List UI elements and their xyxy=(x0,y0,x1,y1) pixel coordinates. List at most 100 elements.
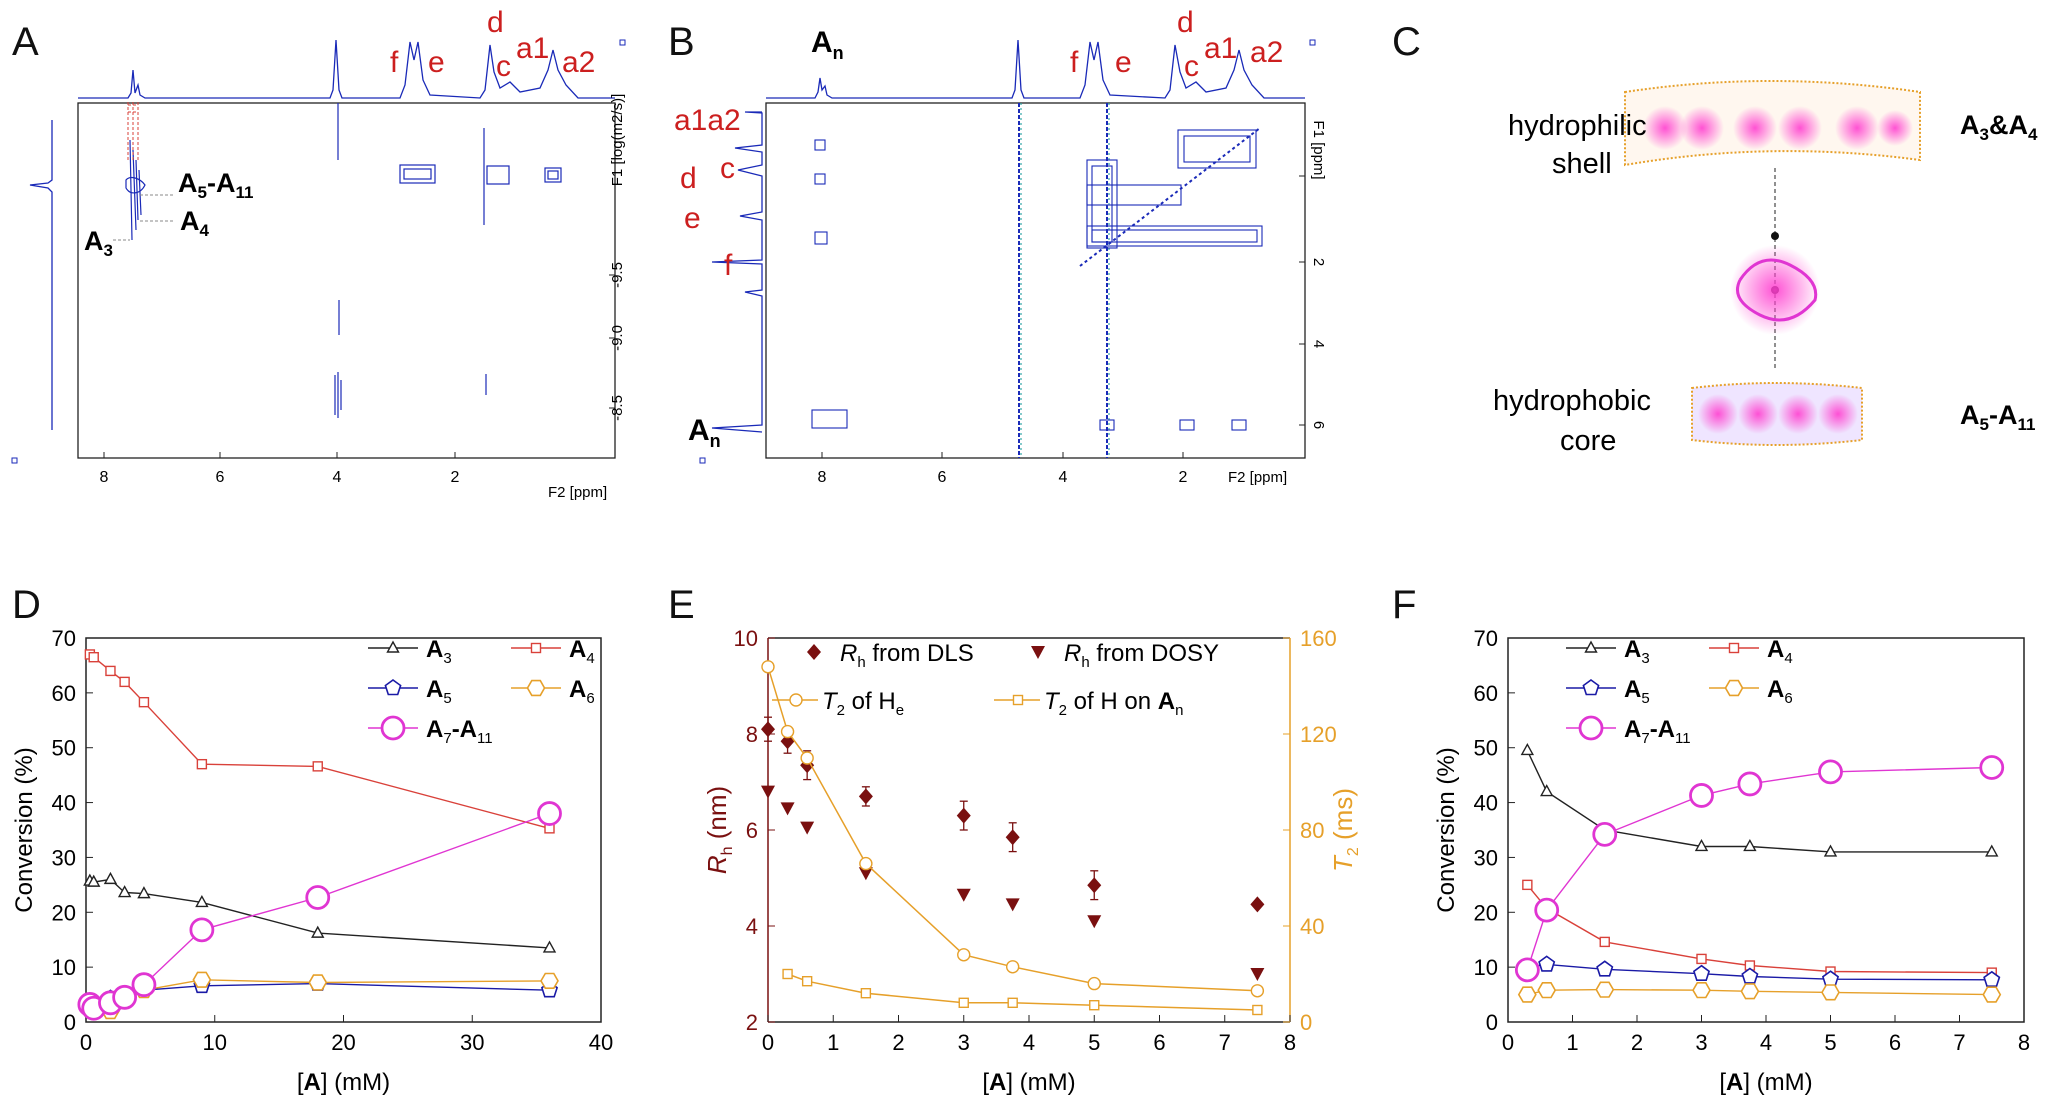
nmr-b-left-peak-d: d xyxy=(680,162,697,195)
nmr-a-peak-a2: a2 xyxy=(562,46,595,79)
text-part: A xyxy=(1726,1069,1743,1096)
nmr-a-label-a3: A3 xyxy=(84,226,113,260)
schematic-shell-label-1: hydrophilic xyxy=(1508,110,1647,142)
data-point-a6 xyxy=(1692,981,1711,999)
nmr-b-left-peak-f: f xyxy=(724,249,733,282)
data-point-a4 xyxy=(138,696,150,708)
text-part: A xyxy=(1767,676,1784,703)
y-right-tick-label: 160 xyxy=(1300,626,1337,651)
nmr-b-xtick: 4 xyxy=(1059,469,1068,486)
data-point-a5 xyxy=(1692,964,1711,982)
data-point-a6 xyxy=(1517,986,1537,1003)
series-line-a4 xyxy=(1526,884,1992,974)
data-point-a6 xyxy=(1740,983,1760,1000)
panel-letter-c: C xyxy=(1392,20,1421,64)
legend-marker-dls xyxy=(807,644,821,660)
text-part: 4 xyxy=(1784,650,1792,667)
text-part: h xyxy=(719,846,736,855)
panel-letter-d: D xyxy=(12,583,41,627)
x-tick-label: 3 xyxy=(1695,1030,1707,1055)
legend-label-a4: A4 xyxy=(569,636,595,667)
data-point-a5 xyxy=(1741,967,1759,984)
legend-marker-t2an xyxy=(1012,694,1024,706)
y-tick-label: 10 xyxy=(1474,955,1498,980)
y-left-tick-label: 2 xyxy=(746,1010,758,1035)
data-point-a7 xyxy=(537,801,562,826)
data-point-a7 xyxy=(1592,821,1618,847)
data-point-a7 xyxy=(305,885,331,910)
nmr-b-xlabel: F2 [ppm] xyxy=(1228,469,1287,486)
text-part: -A xyxy=(1650,716,1675,743)
text-part: A xyxy=(426,636,443,663)
legend-marker-a3 xyxy=(386,640,400,653)
legend-label-t2an: T2 of H on An xyxy=(1044,688,1183,719)
text-part: A xyxy=(569,676,586,703)
data-point-a3 xyxy=(103,871,118,885)
data-point-t2an xyxy=(782,968,793,980)
x-tick-label: 40 xyxy=(589,1030,613,1055)
data-point-a4 xyxy=(312,761,323,772)
data-point-dls xyxy=(858,788,873,805)
text-part: 3 xyxy=(443,650,451,667)
data-point-a6 xyxy=(308,974,328,991)
x-tick-label: 1 xyxy=(827,1030,839,1055)
nmr-a-peak-d: d xyxy=(487,6,504,39)
y-tick-label: 30 xyxy=(1474,845,1498,870)
nmr-b-frame xyxy=(765,102,1306,459)
text-part: of H on xyxy=(1067,688,1158,715)
schematic-dot xyxy=(1771,232,1779,240)
y-left-axis-label: Rh (nm) xyxy=(702,786,736,874)
panel-letter-a: A xyxy=(12,20,39,64)
text-part: T xyxy=(1044,688,1061,715)
y-right-axis-label: T2 (ms) xyxy=(1328,788,1362,872)
x-tick-label: 2 xyxy=(1631,1030,1643,1055)
schematic-coil xyxy=(1730,245,1820,335)
data-point-a6 xyxy=(1595,981,1615,998)
x-axis-label: [A] (mM) xyxy=(1719,1069,1812,1096)
text-part: R xyxy=(1064,640,1081,667)
x-tick-label: 8 xyxy=(2018,1030,2030,1055)
text-part: ] (mM) xyxy=(1743,1069,1812,1096)
x-tick-label: 2 xyxy=(892,1030,904,1055)
data-point-t2an xyxy=(1089,1000,1100,1011)
nmr-a-peak-a1: a1 xyxy=(516,32,549,65)
panel-letter-b: B xyxy=(668,20,695,64)
nmr-a-xlabel: F2 [ppm] xyxy=(548,484,607,501)
nmr-a-xaxis: 8 6 4 2 F2 [ppm] xyxy=(100,452,607,501)
data-point-t2an xyxy=(1252,1004,1263,1016)
schematic-top-right-label: A3&A4 xyxy=(1960,110,2038,144)
text-part: 2 xyxy=(1059,702,1067,719)
text-part: ] (mM) xyxy=(321,1069,390,1096)
text-part: 3 xyxy=(1641,650,1649,667)
y-tick-label: 20 xyxy=(1474,900,1498,925)
data-point-a6 xyxy=(1982,986,2002,1003)
nmr-b-peak-e: e xyxy=(1115,46,1132,79)
text-part: [ xyxy=(1719,1069,1726,1096)
y-tick-label: 10 xyxy=(52,955,76,980)
text-part: A xyxy=(1158,688,1175,715)
y-tick-label: 0 xyxy=(64,1010,76,1035)
nmr-a-left-spectrum xyxy=(29,120,53,430)
text-part: from DOSY xyxy=(1090,640,1219,667)
text-part: A xyxy=(569,636,586,663)
legend-label-a7: A7-A11 xyxy=(1624,716,1691,747)
data-point-a4 xyxy=(88,652,99,663)
y-right-tick-label: 0 xyxy=(1300,1010,1312,1035)
data-point-a3 xyxy=(1694,839,1709,852)
nmr-a-label-a5: A5-A11 xyxy=(178,168,253,202)
data-point-t2an xyxy=(860,988,872,999)
data-point-dosy xyxy=(1087,915,1102,929)
x-tick-label: 4 xyxy=(1760,1030,1772,1055)
nmr-b-peak-a1: a1 xyxy=(1204,32,1237,65)
text-part: 7 xyxy=(443,730,451,747)
y-left-tick-label: 8 xyxy=(746,722,758,747)
nmr-b-left-peak-c: c xyxy=(720,152,735,185)
data-point-dosy xyxy=(1250,968,1265,981)
nmr-b-xaxis: 8 6 4 2 F2 [ppm] xyxy=(818,452,1287,486)
data-point-a6 xyxy=(192,971,212,988)
data-point-a6 xyxy=(1537,981,1557,999)
schematic-core-label-1: hydrophobic xyxy=(1493,385,1651,417)
data-point-dosy xyxy=(800,821,815,835)
data-point-a7 xyxy=(1514,957,1540,983)
legend-label-a7: A7-A11 xyxy=(426,716,493,747)
